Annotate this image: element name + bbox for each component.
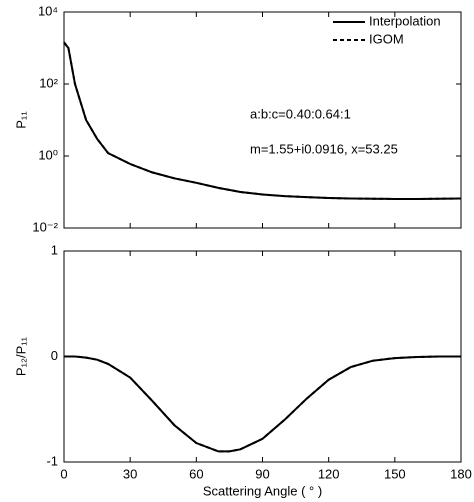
legend-label: IGOM (369, 31, 404, 46)
x-tick-label: 120 (318, 466, 340, 481)
y-tick-label: -1 (46, 453, 58, 468)
x-tick-label: 30 (123, 466, 137, 481)
x-axis-label: Scattering Angle ( ° ) (203, 483, 322, 498)
y-tick-label: 10⁻² (32, 219, 58, 234)
x-tick-label: 60 (189, 466, 203, 481)
y-tick-label: 1 (51, 242, 58, 257)
x-tick-label: 180 (450, 466, 472, 481)
x-tick-label: 0 (60, 466, 67, 481)
y-axis-label: P₁₂/P₁₁ (13, 336, 28, 376)
annotation: a:b:c=0.40:0.64:1 (250, 106, 351, 121)
x-tick-label: 90 (255, 466, 269, 481)
y-tick-label: 10⁰ (38, 147, 58, 162)
x-tick-label: 150 (384, 466, 406, 481)
y-tick-label: 0 (51, 348, 58, 363)
annotation: m=1.55+i0.0916, x=53.25 (250, 141, 398, 156)
plot-frame (63, 250, 462, 463)
series-line (64, 355, 461, 453)
series-line (63, 41, 462, 200)
series-line (64, 355, 461, 453)
y-tick-label: 10² (39, 75, 58, 90)
legend-label: Interpolation (369, 13, 441, 28)
y-tick-label: 10⁴ (38, 3, 58, 18)
y-axis-label: P₁₁ (13, 111, 28, 129)
